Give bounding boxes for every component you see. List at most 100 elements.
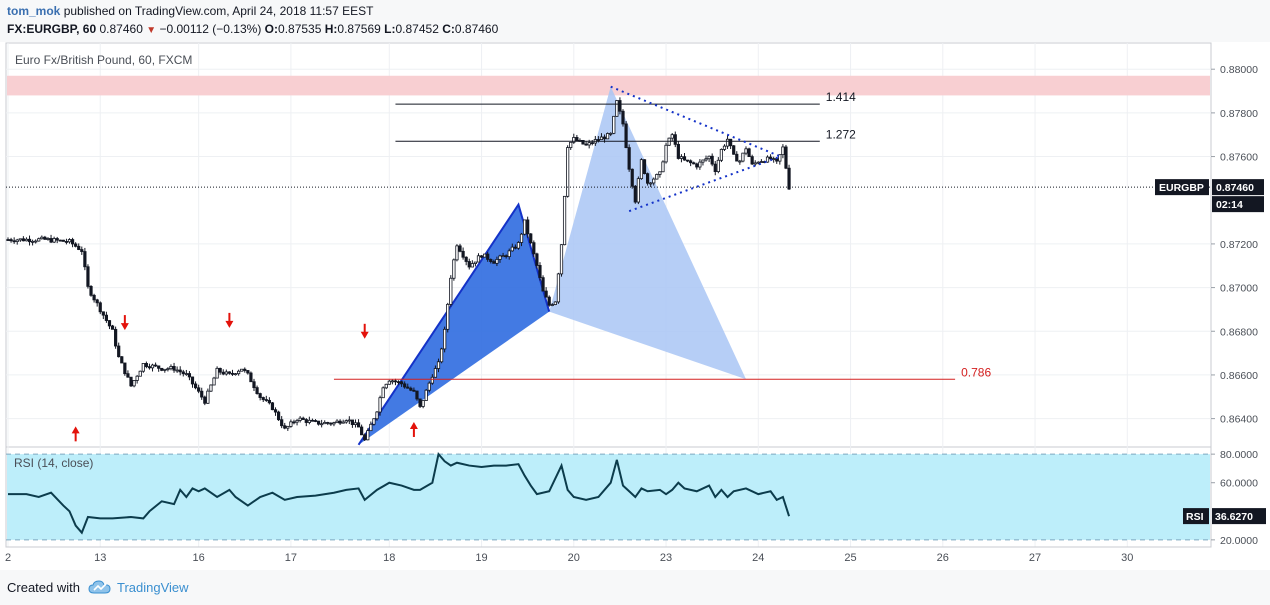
- candle: [227, 371, 231, 375]
- candle: [323, 420, 327, 425]
- rsi-layer: [6, 451, 1211, 541]
- candle: [292, 419, 296, 425]
- candle: [639, 158, 644, 180]
- candle-body: [646, 173, 650, 184]
- candle: [172, 362, 176, 373]
- candle: [523, 219, 527, 236]
- candle-body: [360, 426, 364, 436]
- candle-body: [759, 161, 763, 163]
- candle-body: [304, 419, 308, 423]
- candle-body: [599, 136, 604, 140]
- low-value: 0.87452: [395, 22, 439, 36]
- candle-body: [602, 136, 607, 140]
- candle: [89, 285, 93, 297]
- candle-body: [187, 373, 192, 378]
- x-tick-label: 24: [752, 552, 764, 564]
- candle: [326, 421, 330, 426]
- candle: [615, 99, 619, 117]
- candle: [569, 141, 573, 150]
- candle-body: [443, 328, 447, 350]
- candle: [310, 418, 315, 422]
- candle-body: [609, 132, 613, 135]
- candle-body: [741, 152, 745, 162]
- price-tag: [1212, 179, 1264, 196]
- candle: [519, 232, 524, 247]
- candle: [332, 421, 336, 427]
- candle: [606, 132, 610, 140]
- candle: [399, 380, 404, 387]
- candle: [673, 131, 677, 148]
- candle-body: [430, 376, 434, 384]
- candle: [649, 182, 653, 187]
- candle-body: [495, 259, 499, 264]
- candle: [175, 366, 179, 373]
- candle-body: [166, 368, 170, 371]
- candle: [378, 395, 382, 416]
- candle: [415, 390, 419, 401]
- close-value: 0.87460: [454, 22, 499, 36]
- candle: [689, 159, 693, 167]
- candle: [559, 244, 564, 277]
- tradingview-link[interactable]: TradingView: [117, 580, 189, 595]
- candle: [178, 366, 182, 376]
- candle-body: [427, 382, 431, 391]
- candle-body: [52, 238, 56, 243]
- candle: [335, 419, 339, 424]
- candle: [307, 416, 311, 425]
- candle-body: [246, 370, 250, 374]
- candle-body: [329, 422, 333, 425]
- candle-body: [476, 255, 481, 263]
- signal-arrow-up-icon: [409, 421, 418, 437]
- candle: [86, 264, 90, 289]
- candle: [427, 381, 431, 393]
- candle-body: [439, 348, 444, 363]
- signal-arrow-down-icon: [120, 315, 129, 331]
- cloud-logo-icon[interactable]: [88, 579, 112, 595]
- candle: [184, 369, 188, 376]
- y-tick-label: 0.86600: [1220, 370, 1258, 382]
- candle-body: [421, 400, 425, 407]
- candle-body: [184, 373, 188, 375]
- candle: [203, 395, 207, 406]
- ohlc-line: FX:EURGBP, 60 0.87460 ▼ −0.00112 (−0.13%…: [7, 22, 498, 36]
- candle: [280, 416, 284, 429]
- rsi-line: [8, 451, 791, 535]
- candle: [209, 384, 213, 392]
- candle: [21, 236, 25, 242]
- candle: [12, 237, 16, 244]
- candle: [363, 433, 367, 441]
- candle: [243, 367, 247, 373]
- candle-body: [532, 242, 536, 255]
- candle: [679, 154, 684, 163]
- candle-body: [203, 396, 207, 404]
- arrow-head: [225, 320, 234, 328]
- zones-layer: [7, 75, 1210, 96]
- candle: [624, 121, 628, 149]
- candle-body: [261, 397, 265, 400]
- candle-body: [685, 159, 690, 162]
- fib-level-label: 1.414: [826, 90, 856, 104]
- candle: [396, 380, 401, 385]
- candle: [501, 252, 505, 258]
- candle: [233, 373, 238, 376]
- countdown-tag-value: 02:14: [1216, 199, 1243, 211]
- author-link[interactable]: tom_mok: [7, 4, 61, 18]
- symbol-tag: [1155, 179, 1209, 196]
- candle: [504, 254, 508, 259]
- candle: [353, 419, 358, 428]
- candle: [443, 326, 447, 353]
- candle: [387, 379, 391, 385]
- candle-body: [682, 156, 687, 161]
- chart-area[interactable]: 1.414 1.272 0.786 2 13 16 17 18 19 20 23 24 25 26 27 3…: [0, 42, 1270, 570]
- candle-body: [507, 250, 511, 258]
- candle: [412, 387, 416, 392]
- rsi-label-text: RSI: [1186, 511, 1204, 523]
- candle: [301, 416, 305, 420]
- candle: [406, 383, 410, 389]
- symbol-tag-label: EURGBP: [1159, 182, 1204, 194]
- candle-body: [101, 311, 105, 316]
- candle-body: [387, 380, 391, 385]
- candle-body: [221, 371, 225, 375]
- candle-body: [77, 245, 81, 250]
- candle: [729, 138, 733, 150]
